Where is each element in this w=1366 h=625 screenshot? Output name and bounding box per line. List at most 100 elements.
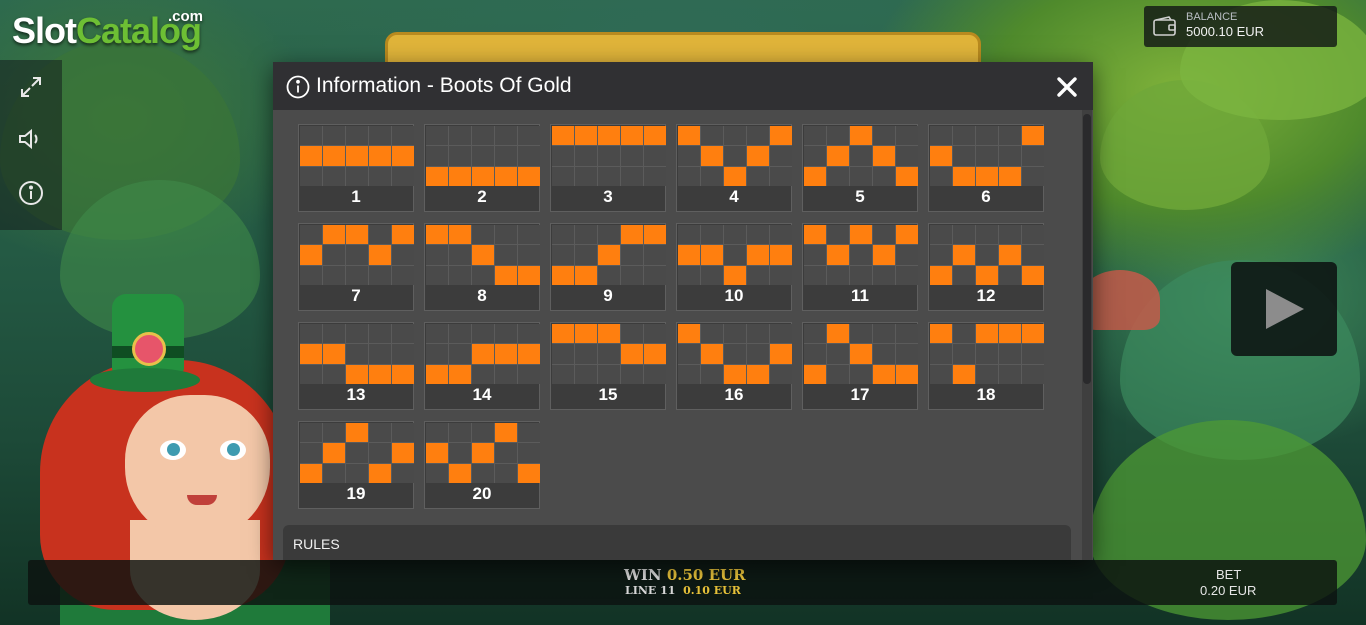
payline-cell-active <box>976 265 998 285</box>
payline-cell <box>449 245 471 265</box>
fullscreen-icon[interactable] <box>14 70 48 104</box>
payline-cell-active <box>804 166 826 186</box>
payline-cell <box>804 146 826 166</box>
payline-cell-active <box>678 126 700 146</box>
payline-cell <box>300 225 322 245</box>
payline-pattern <box>930 126 1044 186</box>
payline-cell <box>495 364 517 384</box>
modal-scrollbar[interactable] <box>1082 110 1092 560</box>
payline-cell <box>495 245 517 265</box>
payline-cell-active <box>724 364 746 384</box>
payline-cell <box>449 423 471 443</box>
payline-cell-active <box>598 126 620 146</box>
payline-cell <box>369 344 391 364</box>
payline-cell <box>976 146 998 166</box>
payline-cell <box>827 166 849 186</box>
payline-cell-active <box>346 225 368 245</box>
payline-cell-active <box>999 324 1021 344</box>
line-label: LINE 11 <box>625 584 676 597</box>
payline-cell-active <box>300 245 322 265</box>
payline-cell <box>449 265 471 285</box>
payline-card: 3 <box>550 124 666 212</box>
payline-cell <box>575 146 597 166</box>
payline-cell <box>575 245 597 265</box>
payline-cell <box>369 225 391 245</box>
character-eye <box>160 440 186 460</box>
payline-cell <box>598 166 620 186</box>
payline-cell-active <box>300 146 322 166</box>
payline-cell <box>850 146 872 166</box>
payline-cell <box>598 265 620 285</box>
payline-cell-active <box>896 364 918 384</box>
payline-pattern <box>930 225 1044 285</box>
payline-cell <box>678 265 700 285</box>
payline-cell <box>873 126 895 146</box>
payline-cell <box>472 324 494 344</box>
payline-cell-active <box>953 166 975 186</box>
modal-content[interactable]: 1 2 3 4 5 6 7 8 9 10 11 12 13 14 15 16 17 18 19 20 RULES <box>273 110 1079 560</box>
payline-cell <box>770 146 792 166</box>
scrollbar-thumb[interactable] <box>1083 114 1091 384</box>
bet-value[interactable]: 0.20 EUR <box>1200 583 1257 598</box>
payline-cell <box>392 344 414 364</box>
payline-cell <box>953 324 975 344</box>
payline-cell <box>953 225 975 245</box>
payline-cell-active <box>804 364 826 384</box>
payline-cell <box>369 324 391 344</box>
payline-cell-active <box>300 344 322 364</box>
payline-cell <box>449 324 471 344</box>
slotcatalog-logo: SlotCatalog .com <box>12 8 203 56</box>
payline-cell <box>724 344 746 364</box>
payline-cell-active <box>850 225 872 245</box>
payline-cell <box>999 364 1021 384</box>
payline-cell <box>346 265 368 285</box>
payline-cell <box>323 126 345 146</box>
payline-cell-active <box>701 245 723 265</box>
payline-cell <box>369 423 391 443</box>
payline-pattern <box>300 126 414 186</box>
payline-cell-active <box>850 126 872 146</box>
payline-cell-active <box>930 324 952 344</box>
payline-cell <box>724 225 746 245</box>
payline-cell <box>850 364 872 384</box>
payline-card: 2 <box>424 124 540 212</box>
rules-section-header[interactable]: RULES <box>283 525 1071 560</box>
payline-cell-active <box>873 245 895 265</box>
payline-cell <box>953 126 975 146</box>
close-icon <box>1057 77 1077 97</box>
payline-cell <box>1022 166 1044 186</box>
payline-cell <box>770 324 792 344</box>
modal-title: Information - Boots Of Gold <box>316 74 572 97</box>
payline-cell-active <box>1022 126 1044 146</box>
payline-pattern <box>930 324 1044 384</box>
payline-cell-active <box>678 245 700 265</box>
payline-pattern <box>804 126 918 186</box>
payline-cell-active <box>369 146 391 166</box>
payline-pattern <box>552 324 666 384</box>
line-win-display: LINE 11 0.10 EUR <box>625 584 741 597</box>
sound-icon[interactable] <box>14 122 48 156</box>
payline-cell-active <box>953 245 975 265</box>
payline-cell-active <box>392 146 414 166</box>
payline-cell <box>976 126 998 146</box>
payline-cell-active <box>724 265 746 285</box>
info-modal: Information - Boots Of Gold 1 2 3 4 5 6 7 8 9 10 1… <box>273 62 1093 560</box>
payline-cell <box>323 423 345 443</box>
info-icon[interactable] <box>14 176 48 210</box>
payline-cell-active <box>369 463 391 483</box>
payline-cell <box>495 126 517 146</box>
payline-cell <box>896 344 918 364</box>
payline-number: 10 <box>724 286 744 305</box>
payline-cell <box>896 126 918 146</box>
payline-cell-active <box>644 126 666 146</box>
payline-cell <box>827 364 849 384</box>
payline-cell <box>930 166 952 186</box>
payline-number: 4 <box>729 187 739 206</box>
payline-cell <box>472 364 494 384</box>
payline-cell-active <box>770 126 792 146</box>
close-button[interactable] <box>1054 74 1080 100</box>
payline-cell <box>827 265 849 285</box>
payline-cell <box>724 245 746 265</box>
payline-cell-active <box>999 166 1021 186</box>
spin-button[interactable] <box>1231 262 1337 356</box>
